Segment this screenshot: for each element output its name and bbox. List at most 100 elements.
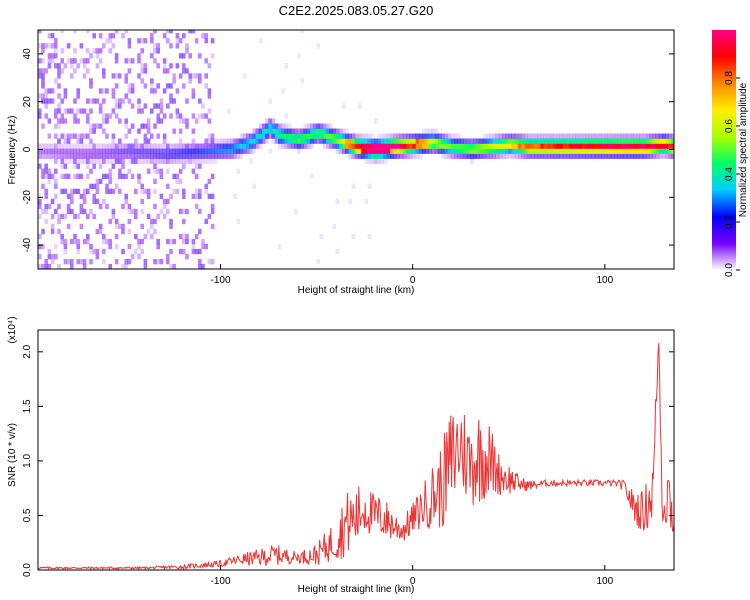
spectrogram-cell <box>146 213 151 220</box>
spectrogram-cell <box>201 264 205 269</box>
spectrogram-cell <box>466 138 471 144</box>
spectrogram-cell <box>386 133 391 139</box>
spectrogram-cell <box>70 158 74 164</box>
spectrogram-cell <box>393 143 397 149</box>
spectrogram-cell <box>95 63 100 69</box>
spectrogram-cell <box>335 138 340 144</box>
spectrogram-cell <box>623 143 628 149</box>
spectrogram-cell <box>44 113 48 119</box>
spectrogram-cell <box>178 53 183 59</box>
spectrogram-cell <box>194 248 199 255</box>
spectrogram-cell <box>409 153 413 159</box>
spectrogram-cell <box>54 113 58 119</box>
spectrogram-cell <box>201 143 205 149</box>
spectrogram-cell <box>108 143 112 149</box>
spectrogram-cell <box>399 153 404 159</box>
spectrogram-cell <box>198 78 202 84</box>
spectrogram-cell <box>63 143 68 149</box>
spectrogram-cell <box>358 148 362 154</box>
spectrogram-cell <box>316 43 320 49</box>
spectrogram-cell <box>79 208 84 215</box>
spectrogram-cell <box>476 138 480 144</box>
spectrogram-cell <box>617 153 621 159</box>
spectrogram-cell <box>111 93 116 99</box>
spectrogram-cell <box>121 98 125 104</box>
spectrogram-cell <box>57 148 61 154</box>
spectrogram-cell <box>223 138 228 144</box>
spectrogram-cell <box>486 148 490 154</box>
spectrogram-cell <box>198 264 202 269</box>
spectrogram-cell <box>185 233 189 240</box>
spectrogram-cell <box>364 133 368 139</box>
spectrogram-cell <box>652 133 656 139</box>
spectrogram-cell <box>322 138 327 144</box>
spectrogram-cell <box>402 143 407 149</box>
spectrogram-cell <box>166 38 170 44</box>
spectrogram-cell <box>95 143 100 149</box>
spectrogram-cell <box>60 213 64 220</box>
spectrogram-cell <box>364 198 368 205</box>
spectrogram-cell <box>236 148 240 154</box>
spectrogram-cell <box>89 83 93 89</box>
spectrogram-cell <box>505 148 509 154</box>
spectrogram-cell <box>114 148 119 154</box>
spectrogram-cell <box>86 133 90 139</box>
spectrogram-cell <box>534 143 538 149</box>
spectrogram-cell <box>284 133 288 139</box>
spectrogram-cell <box>79 223 84 230</box>
spectrogram-cell <box>66 43 71 49</box>
spectrogram-cell <box>73 58 77 64</box>
spectrogram-cell <box>377 153 381 159</box>
spectrogram-cell <box>89 98 93 104</box>
spectrogram-cell <box>210 38 215 44</box>
spectrogram-cell <box>425 143 429 149</box>
snr-frame <box>37 329 675 571</box>
spectrogram-cell <box>239 148 244 154</box>
spectrogram-cell <box>127 98 132 104</box>
spectrogram-cell <box>351 153 356 159</box>
spectrogram-x-ticks: -100 0 100 <box>211 264 614 286</box>
spectrogram-cell <box>169 113 173 119</box>
spectrogram-cell <box>57 123 61 129</box>
spectrogram-cell <box>162 213 167 220</box>
spectrogram-cell <box>76 238 80 245</box>
spectrogram-cell <box>454 133 458 139</box>
spectrogram-cell <box>482 138 487 144</box>
spectrogram-cell <box>614 153 618 159</box>
spectrogram-cell <box>642 133 647 139</box>
spectrogram-cell <box>118 148 122 154</box>
spectrogram-cell <box>607 133 612 139</box>
spectrogram-cell <box>470 148 474 154</box>
spectrogram-cell <box>470 158 474 164</box>
spectrogram-cell <box>578 133 583 139</box>
spectrogram-cell <box>124 73 128 79</box>
spectrogram-cell <box>617 133 621 139</box>
spectrogram-cell <box>124 148 128 154</box>
spectrogram-cell <box>348 133 352 139</box>
spectrogram-cell <box>354 138 359 144</box>
spectrogram-cell <box>655 143 660 149</box>
spectrogram-cell <box>556 143 560 149</box>
spectrogram-cell <box>569 148 573 154</box>
spectrogram-cell <box>511 133 516 139</box>
spectrogram-cell <box>127 259 132 265</box>
spectrogram-cell <box>271 128 276 134</box>
spectrogram-cell <box>153 178 157 184</box>
spectrogram-cell <box>252 148 256 154</box>
spectrogram-cell <box>76 148 80 154</box>
spectrogram-cell <box>150 88 154 94</box>
spectrogram-cell <box>610 143 615 149</box>
spectrogram-cell <box>662 143 666 149</box>
spectrogram-cell <box>204 33 208 39</box>
spectrogram-cell <box>390 133 394 139</box>
spectrogram-cell <box>162 113 167 119</box>
spectrogram-cell <box>60 163 64 169</box>
spectrogram-cell <box>108 148 112 154</box>
spectrogram-cell <box>284 138 288 144</box>
spectrogram-cell <box>319 138 324 144</box>
spectrogram-cell <box>345 133 349 139</box>
spectrogram-cell <box>114 183 119 189</box>
spectrogram-cell <box>182 148 186 154</box>
spectrogram-cell <box>114 113 119 119</box>
spectrogram-cell <box>153 259 157 265</box>
